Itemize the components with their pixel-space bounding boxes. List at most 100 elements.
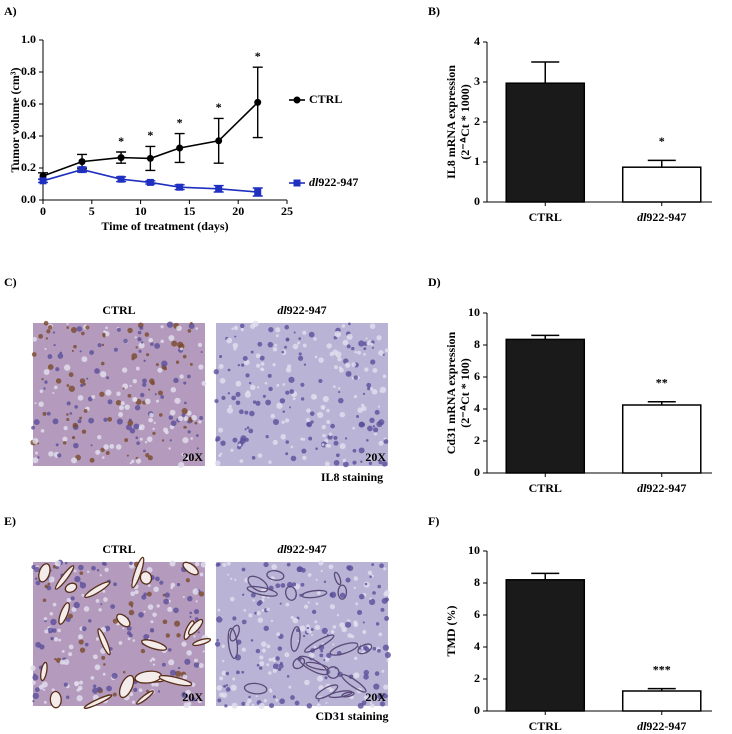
cell [257,453,263,458]
cell [181,413,186,417]
cell [86,377,89,380]
cell [147,604,154,610]
cell [334,330,341,338]
cell [77,634,84,640]
cell [239,323,245,329]
cell [185,689,191,696]
cell [135,458,142,464]
cell [186,650,192,656]
cell [241,567,246,572]
cell [265,435,269,439]
cell [326,408,330,413]
cell [96,569,100,572]
cell [32,337,38,342]
cell [259,661,265,667]
cell [351,362,357,367]
image-title: CTRL [102,303,135,317]
cell [230,577,233,580]
cell [146,566,153,573]
cell [144,441,148,444]
cell [158,413,163,417]
cell [277,667,282,671]
cell [85,325,90,330]
cell [78,564,84,571]
cell [325,701,328,704]
cell [43,700,47,704]
cell [40,429,45,433]
vessel [54,565,75,590]
cell [346,344,351,349]
cell [32,674,39,681]
cell [217,698,222,703]
cell [147,455,153,461]
cell [317,675,324,682]
cell [165,633,171,638]
cell [72,422,78,429]
cell [342,458,347,463]
cell [43,617,48,621]
cell [174,397,181,404]
cell [330,423,335,429]
cell [235,400,241,406]
y-axis-label: (2⁻ᐞCt * 100) [458,358,472,428]
cell [177,666,181,670]
cell [105,389,112,396]
cell [69,412,73,415]
cell [221,644,225,648]
cell [279,661,283,665]
cell [232,677,236,681]
magnification: 20X [182,690,203,704]
cell [200,350,203,354]
significance: * [659,134,665,148]
bar [621,690,702,712]
cell [129,561,133,566]
cell [377,584,382,589]
vessel [246,585,278,597]
cell [95,637,100,641]
cell [292,582,297,587]
cell [57,628,61,633]
marker [39,177,47,185]
cell [371,346,374,349]
vessel [266,570,285,581]
cell [268,671,272,675]
cell [352,460,357,465]
cell [68,372,74,378]
cell [384,651,391,659]
cell [319,653,324,658]
cell [360,460,363,463]
cell [221,395,226,400]
cell [166,321,174,328]
cell [320,570,323,573]
cell [241,363,245,367]
cell [77,419,82,424]
cell [238,409,244,415]
cell [105,326,108,330]
cell [306,703,313,709]
cell [366,341,371,346]
image-caption: CD31 staining [315,709,388,723]
cell [103,663,106,666]
cell [382,374,387,379]
cell [139,326,144,330]
significance: ** [656,376,668,390]
cell [170,582,176,588]
cell [384,348,389,353]
vessel [227,627,239,660]
cell [195,327,198,330]
cell [324,461,330,467]
cell [235,391,241,397]
cell [55,443,59,447]
cell [105,451,110,456]
cell [241,670,245,674]
cell [187,374,191,379]
cell [73,680,80,687]
cell [83,606,90,612]
cell [258,702,265,710]
cell [148,388,151,391]
cell [52,418,59,425]
cell [79,416,83,420]
cell [183,401,187,405]
cell [143,359,146,362]
cell [195,434,199,437]
